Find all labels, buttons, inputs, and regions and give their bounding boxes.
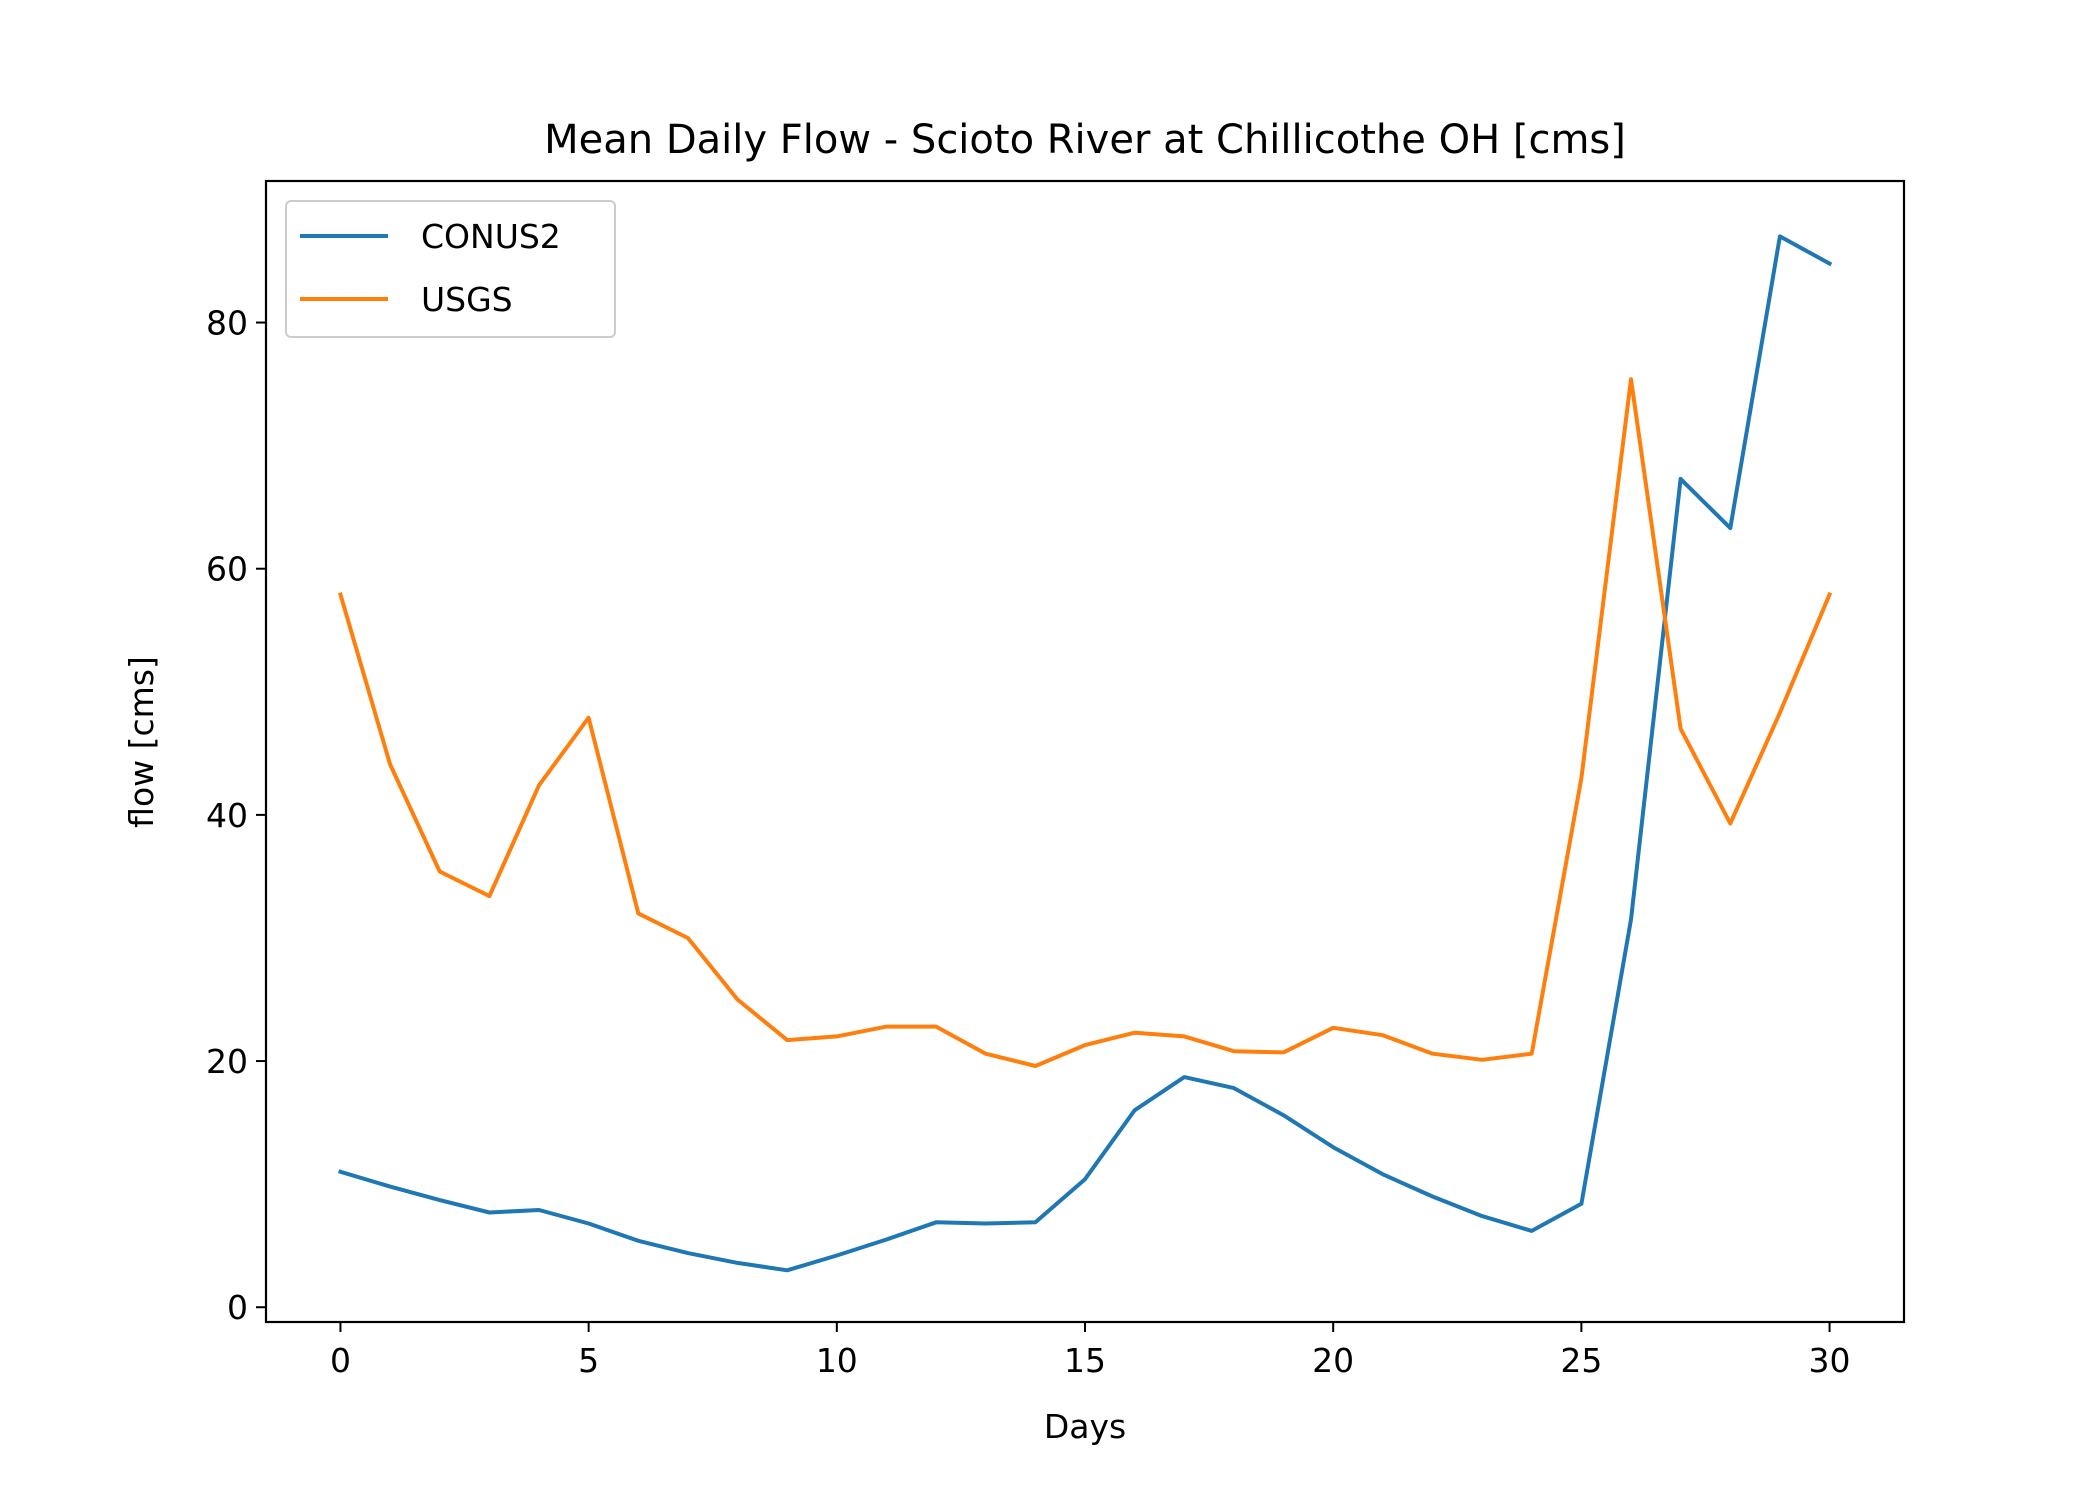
x-tick-label: 5	[578, 1341, 599, 1380]
y-tick-label: 0	[227, 1288, 248, 1327]
legend-label-conus2: CONUS2	[421, 217, 561, 256]
axes-frame	[264, 179, 1906, 1324]
legend-label-usgs: USGS	[421, 280, 513, 319]
series-line-usgs	[338, 377, 1833, 1068]
x-tick-label: 20	[1312, 1341, 1354, 1380]
x-tick-label: 0	[330, 1341, 351, 1380]
y-tick-label: 80	[206, 304, 248, 343]
x-tick-label: 15	[1064, 1341, 1106, 1380]
y-tick-label: 40	[206, 796, 248, 835]
plot-area	[264, 179, 1906, 1324]
x-tick-label: 10	[816, 1341, 858, 1380]
x-tick-label: 25	[1560, 1341, 1602, 1380]
series-line-conus2	[338, 234, 1833, 1273]
x-axis-ticks: 0 5 10 15 20 25 30	[330, 1322, 1851, 1380]
chart-title: Mean Daily Flow - Scioto River at Chilli…	[544, 117, 1626, 163]
y-axis-label: flow [cms]	[122, 656, 161, 828]
x-tick-label: 30	[1809, 1341, 1851, 1380]
y-axis-ticks: 0 20 40 60 80	[206, 304, 266, 1327]
x-axis-label: Days	[1044, 1407, 1126, 1446]
legend: CONUS2 USGS	[285, 200, 616, 338]
y-tick-label: 20	[206, 1042, 248, 1081]
y-tick-label: 60	[206, 550, 248, 589]
